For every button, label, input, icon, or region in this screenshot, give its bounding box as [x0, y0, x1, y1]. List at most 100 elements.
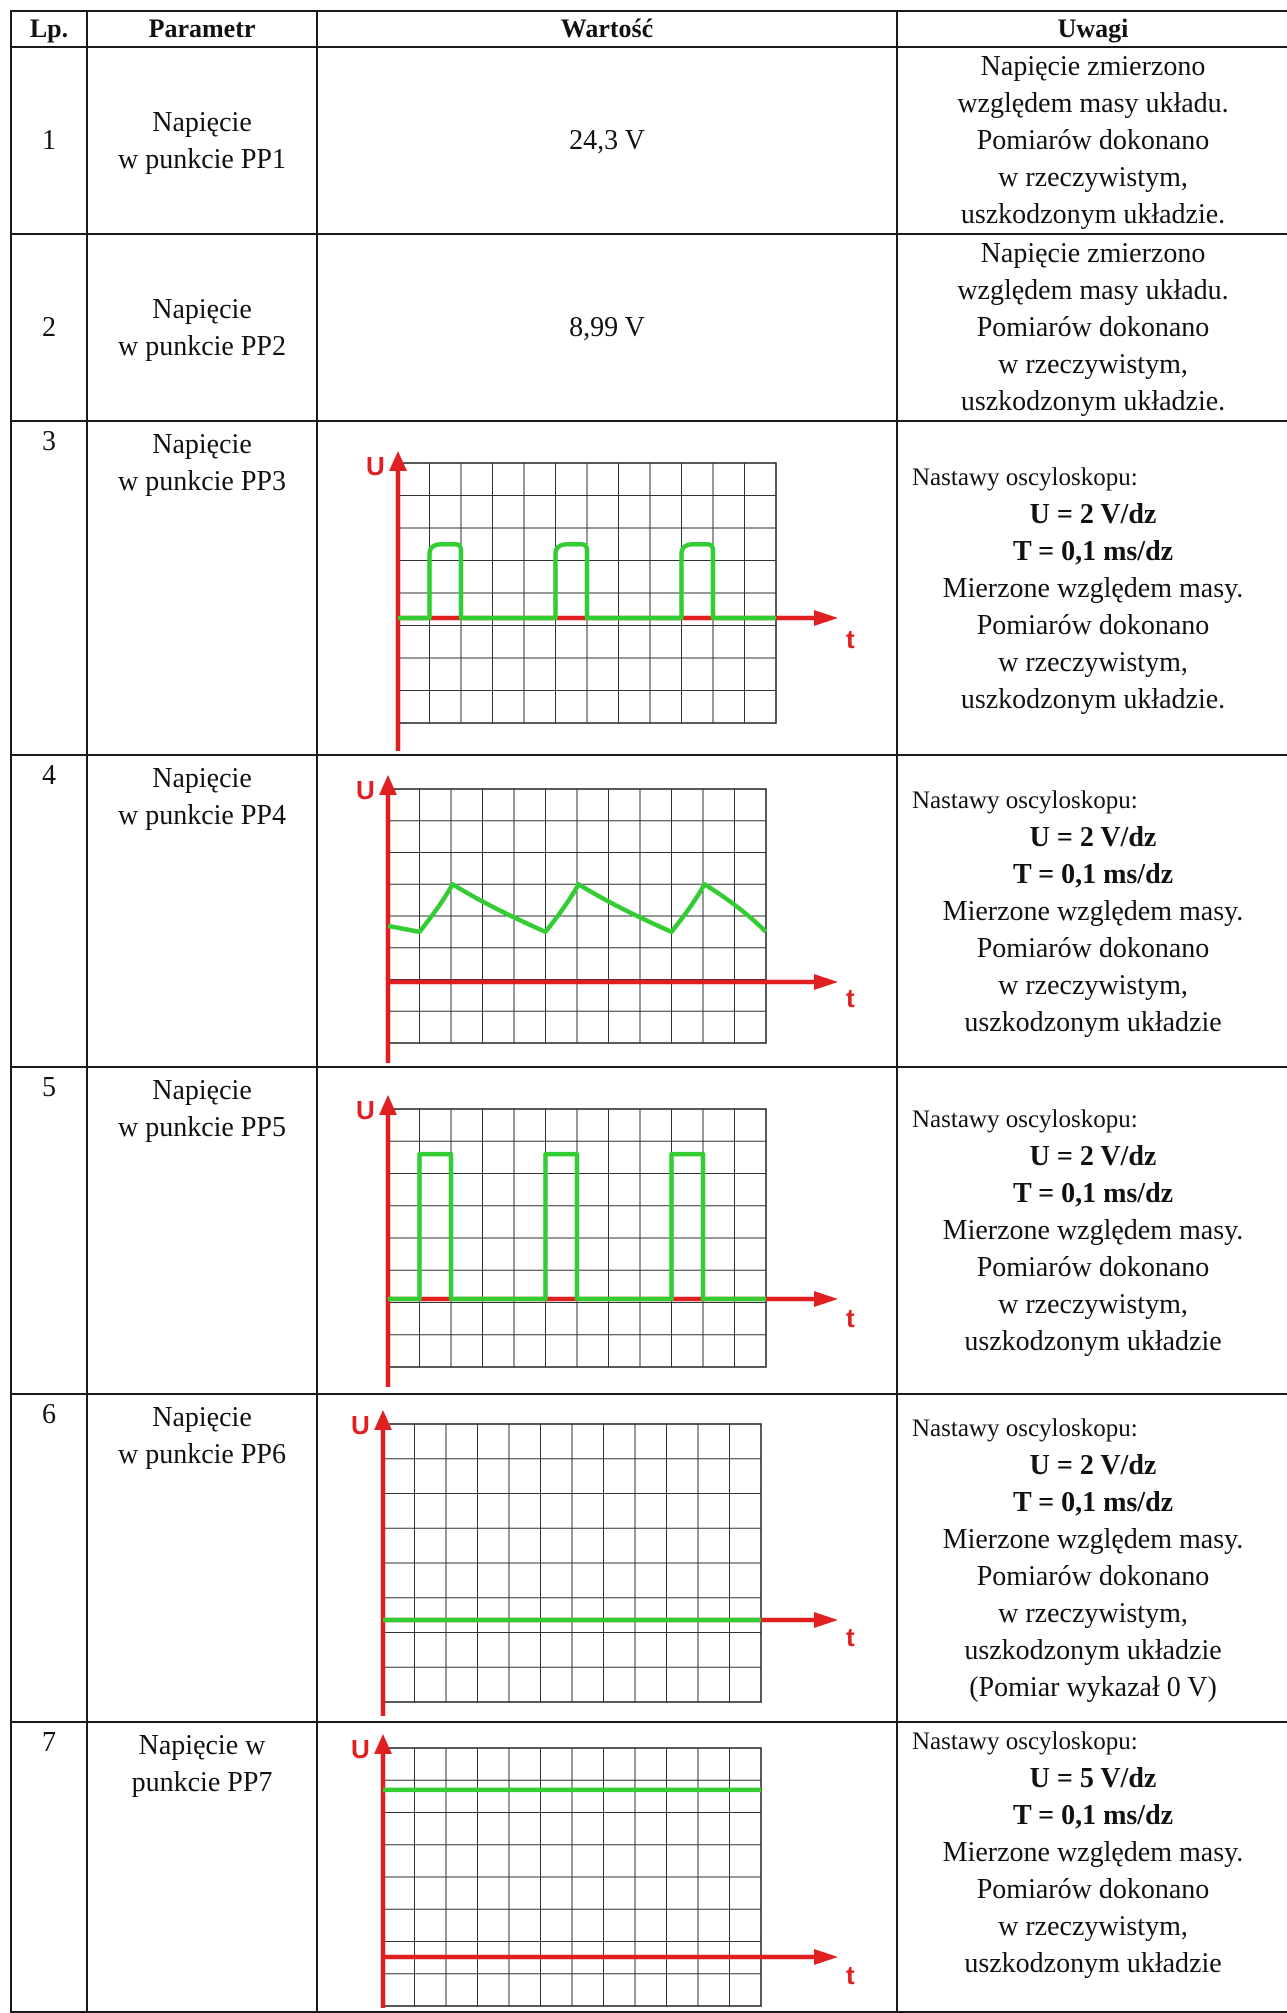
parameter-cell: Napięcie w punkcie PP5: [86, 1066, 318, 1395]
note-line: uszkodzonym układzie: [964, 1326, 1222, 1357]
table-row: 1 Napięcie w punkcie PP1 24,3 V Napięcie…: [10, 46, 1287, 235]
parameter-line: w punkcie PP1: [118, 143, 286, 175]
t-axis-label: t: [846, 983, 855, 1013]
header-lp: Lp.: [10, 10, 88, 48]
parameter-cell: Napięcie w punkcie PP6: [86, 1393, 318, 1723]
parameter-line: w punkcie PP3: [118, 466, 286, 497]
t-axis-arrow: [814, 974, 838, 990]
note-line: Mierzone względem masy.: [942, 1837, 1244, 1868]
note-line: w rzeczywistym,: [998, 1598, 1188, 1629]
note-line: (Pomiar wykazał 0 V): [969, 1672, 1217, 1703]
parameter-line: w punkcie PP5: [118, 1112, 286, 1143]
u-axis-label: U: [366, 451, 385, 481]
value-cell: 8,99 V: [316, 233, 898, 422]
time-per-div: T = 0,1 ms/dz: [1012, 1487, 1174, 1518]
note-line: w rzeczywistym,: [998, 646, 1188, 678]
volt-per-div: U = 2 V/dz: [1029, 1450, 1157, 1481]
parameter-text: Napięcie w punkcie PP6: [88, 1395, 316, 1473]
parameter-line: w punkcie PP2: [118, 330, 286, 362]
parameter-line: Napięcie w: [138, 1730, 266, 1761]
u-axis-label: U: [351, 1734, 370, 1764]
u-axis-arrow: [389, 451, 407, 471]
t-axis-label: t: [846, 1960, 855, 1990]
row-number-text: 3: [42, 426, 56, 457]
u-axis-arrow: [379, 775, 397, 795]
note-line: uszkodzonym układzie.: [960, 199, 1226, 230]
parameter-line: Napięcie: [152, 1402, 252, 1433]
u-axis-arrow: [374, 1410, 392, 1430]
measurement-table: Lp. Parametr Wartość Uwagi 1 Napięcie w …: [10, 10, 1287, 2013]
scope-settings-heading: Nastawy oscyloskopu:: [912, 463, 1138, 491]
parameter-line: w punkcie PP6: [118, 1439, 286, 1470]
notes-cell: Napięcie zmierzono względem masy układu.…: [896, 46, 1287, 235]
scope-settings-heading: Nastawy oscyloskopu:: [912, 1106, 1138, 1133]
oscilloscope-screen: Ut: [356, 775, 855, 1063]
row-number: 3: [10, 420, 88, 756]
u-axis-arrow: [374, 1734, 392, 1754]
row-number: 1: [10, 46, 88, 235]
scope-settings-heading: Nastawy oscyloskopu:: [912, 1728, 1138, 1755]
notes-cell: Nastawy oscyloskopu: U = 2 V/dz T = 0,1 …: [896, 1393, 1287, 1723]
note-line: Napięcie zmierzono: [980, 51, 1206, 82]
volt-per-div: U = 2 V/dz: [1029, 498, 1157, 530]
header-value: Wartość: [316, 10, 898, 48]
notes-cell: Napięcie zmierzono względem masy układu.…: [896, 233, 1287, 422]
note-line: w rzeczywistym,: [998, 162, 1188, 193]
note-line: uszkodzonym układzie: [964, 1635, 1222, 1666]
scope-settings-heading: Nastawy oscyloskopu:: [912, 786, 1138, 814]
time-per-div: T = 0,1 ms/dz: [1012, 1178, 1174, 1209]
note-line: Mierzone względem masy.: [942, 1524, 1244, 1555]
parameter-cell: Napięcie w punkcie PP4: [86, 754, 318, 1068]
t-axis-label: t: [846, 1303, 855, 1333]
note-line: Mierzone względem masy.: [942, 572, 1244, 604]
parameter-text: Napięcie w punkcie PP4: [88, 756, 316, 834]
t-axis-label: t: [846, 1622, 855, 1652]
parameter-cell: Napięcie w punkcie PP7: [86, 1721, 318, 2013]
parameter-cell: Napięcie w punkcie PP3: [86, 420, 318, 756]
parameter-line: w punkcie PP4: [118, 800, 286, 831]
note-line: względem masy układu.: [957, 275, 1229, 306]
u-axis-label: U: [356, 775, 375, 805]
scope-settings-heading: Nastawy oscyloskopu:: [912, 1415, 1138, 1442]
parameter-text: Napięcie w punkcie PP7: [88, 1723, 316, 1801]
note-line: w rzeczywistym,: [998, 1911, 1188, 1942]
notes-cell: Nastawy oscyloskopu: U = 2 V/dz T = 0,1 …: [896, 1066, 1287, 1395]
notes-cell: Nastawy oscyloskopu: U = 5 V/dz T = 0,1 …: [896, 1721, 1287, 2013]
time-per-div: T = 0,1 ms/dz: [1012, 858, 1174, 890]
oscilloscope-screen: Ut: [351, 1410, 855, 1716]
volt-per-div: U = 5 V/dz: [1029, 1763, 1157, 1794]
parameter-cell: Napięcie w punkcie PP1: [86, 46, 318, 235]
row-number-text: 7: [42, 1727, 56, 1758]
row-number: 4: [10, 754, 88, 1068]
parameter-text: Napięcie w punkcie PP5: [88, 1068, 316, 1146]
parameter-line: Napięcie: [152, 763, 252, 794]
note-line: Pomiarów dokonano: [976, 312, 1210, 343]
waveform-trace: [388, 1151, 766, 1302]
u-axis-arrow: [379, 1095, 397, 1115]
header-row: Lp. Parametr Wartość Uwagi: [10, 10, 1287, 48]
note-line: względem masy układu.: [957, 88, 1229, 119]
volt-per-div: U = 2 V/dz: [1029, 1141, 1157, 1172]
table-row: 2 Napięcie w punkcie PP2 8,99 V Napięcie…: [10, 233, 1287, 422]
waveform-trace: [387, 882, 768, 935]
t-axis-arrow: [814, 1291, 838, 1307]
row-number-text: 4: [42, 760, 56, 791]
waveform-trace: [398, 542, 776, 621]
t-axis-arrow: [814, 1612, 838, 1628]
note-line: Pomiarów dokonano: [976, 1561, 1210, 1592]
note-line: w rzeczywistym,: [998, 1289, 1188, 1320]
u-axis-label: U: [356, 1095, 375, 1125]
note-line: Mierzone względem masy.: [942, 1215, 1244, 1246]
row-number-text: 6: [42, 1399, 56, 1430]
oscilloscope-screen: Ut: [351, 1734, 855, 2008]
notes-cell: Nastawy oscyloskopu: U = 2 V/dz T = 0,1 …: [896, 754, 1287, 1068]
note-line: w rzeczywistym,: [998, 349, 1188, 380]
row-number: 2: [10, 233, 88, 422]
